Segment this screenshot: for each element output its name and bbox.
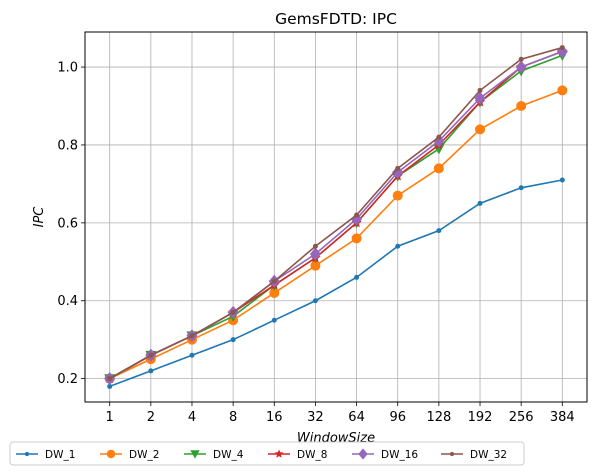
grid	[85, 32, 587, 402]
legend-item: DW_16	[352, 448, 418, 461]
data-point	[436, 134, 442, 140]
legend-marker	[358, 448, 368, 460]
x-tick-label: 96	[389, 410, 406, 425]
x-tick-label: 8	[229, 410, 237, 425]
data-point	[518, 185, 524, 191]
legend-label: DW_4	[213, 449, 244, 461]
data-point	[354, 212, 360, 218]
series-line	[109, 89, 563, 380]
data-point	[189, 352, 195, 358]
data-point	[436, 228, 442, 234]
data-point	[477, 200, 483, 206]
series-dw-16	[104, 44, 568, 386]
x-tick-label: 32	[307, 410, 324, 425]
data-point	[230, 337, 236, 343]
series-dw-32	[107, 45, 565, 382]
series-layer	[104, 44, 568, 389]
x-tick-label: 2	[147, 410, 155, 425]
series-line	[109, 179, 563, 388]
series-dw-4	[104, 50, 568, 385]
series-line	[109, 50, 563, 380]
data-point	[516, 101, 527, 111]
y-tick-label: 0.8	[57, 138, 78, 153]
legend-item: DW_32	[441, 449, 507, 461]
data-point	[392, 190, 403, 201]
legend-label: DW_32	[470, 449, 507, 461]
data-point	[559, 177, 565, 183]
data-point	[557, 85, 568, 96]
data-point	[269, 287, 280, 298]
data-point	[475, 124, 486, 135]
data-point	[271, 317, 277, 323]
data-point	[107, 376, 113, 382]
plot-frame	[84, 31, 588, 403]
series-line	[109, 54, 563, 380]
legend-label: DW_1	[45, 449, 75, 461]
data-point	[559, 45, 565, 51]
y-tick-label: 0.6	[57, 216, 78, 231]
data-point	[310, 260, 321, 271]
x-axis-ticks: 1 2 4 8 16 32 64 96 128 192 256 384	[106, 402, 575, 425]
series-dw-1	[107, 177, 565, 389]
x-tick-label: 384	[550, 410, 575, 425]
legend-label: DW_2	[129, 449, 159, 461]
legend-box	[9, 441, 525, 466]
chart-title: GemsFDTD: IPC	[275, 10, 397, 28]
x-tick-label: 64	[348, 410, 365, 425]
data-point	[474, 91, 486, 105]
legend-item: DW_2	[100, 449, 159, 461]
series-line	[109, 50, 563, 380]
data-point	[395, 243, 401, 249]
data-point	[518, 56, 524, 62]
data-point	[309, 247, 321, 261]
data-point	[515, 60, 527, 74]
x-tick-label: 256	[509, 410, 534, 425]
data-point	[107, 383, 113, 389]
x-tick-label: 1	[106, 410, 114, 425]
data-point	[271, 278, 277, 284]
series-dw-8	[104, 45, 568, 384]
data-point	[433, 163, 444, 174]
series-dw-2	[104, 85, 568, 384]
legend-item: DW_4	[184, 449, 244, 461]
legend-marker	[24, 451, 30, 457]
legend-label: DW_16	[381, 449, 418, 461]
data-point	[312, 243, 318, 249]
y-tick-label: 1.0	[57, 61, 78, 76]
data-point	[351, 212, 363, 226]
legend-marker	[274, 449, 284, 458]
data-point	[354, 274, 360, 280]
legend-marker	[449, 451, 455, 457]
data-point	[148, 352, 154, 358]
y-tick-label: 0.4	[57, 294, 78, 309]
y-axis-ticks: 0.2 0.4 0.6 0.8 1.0	[57, 61, 85, 387]
x-tick-label: 16	[266, 410, 283, 425]
legend: DW_1 DW_2 DW_4 DW_8 DW_16 DW_32	[9, 441, 525, 466]
data-point	[395, 165, 401, 171]
x-tick-label: 192	[468, 410, 493, 425]
legend-item: DW_1	[16, 449, 75, 461]
data-point	[230, 309, 236, 315]
y-tick-label: 0.2	[57, 372, 78, 387]
legend-marker	[190, 450, 200, 459]
data-point	[189, 333, 195, 339]
series-line	[109, 46, 563, 380]
data-point	[351, 233, 362, 244]
legend-item: DW_8	[268, 449, 327, 461]
data-point	[312, 298, 318, 304]
y-axis-label: IPC	[32, 206, 47, 228]
data-point	[433, 134, 445, 148]
data-point	[148, 368, 154, 374]
legend-marker	[106, 449, 116, 459]
data-point	[392, 165, 404, 179]
x-tick-label: 4	[188, 410, 196, 425]
data-point	[477, 87, 483, 93]
x-tick-label: 128	[426, 410, 451, 425]
legend-label: DW_8	[297, 449, 327, 461]
